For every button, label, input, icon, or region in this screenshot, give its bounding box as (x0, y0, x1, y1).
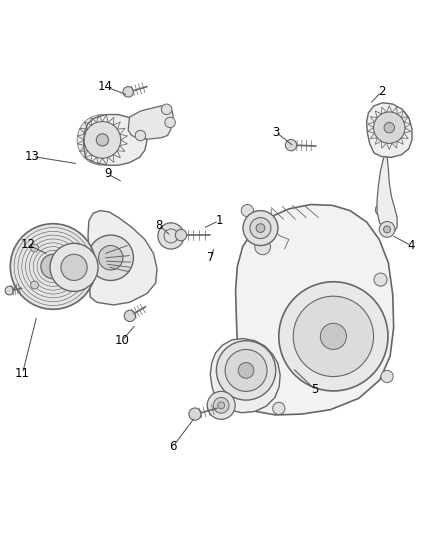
Circle shape (96, 134, 109, 146)
Circle shape (273, 402, 285, 415)
Circle shape (241, 205, 254, 217)
Text: 8: 8 (155, 219, 162, 231)
Circle shape (99, 246, 123, 270)
Circle shape (123, 87, 134, 97)
Circle shape (84, 122, 121, 158)
Text: 6: 6 (170, 440, 177, 453)
Circle shape (379, 222, 395, 237)
Text: 10: 10 (115, 334, 130, 347)
Circle shape (225, 350, 267, 391)
Text: 7: 7 (207, 251, 214, 264)
Text: 2: 2 (378, 85, 385, 99)
Circle shape (50, 244, 98, 292)
Polygon shape (84, 115, 147, 165)
Circle shape (175, 229, 187, 241)
Circle shape (374, 112, 405, 143)
Text: 12: 12 (20, 238, 35, 251)
Circle shape (135, 130, 146, 141)
Polygon shape (367, 103, 412, 157)
Circle shape (189, 408, 201, 420)
Polygon shape (128, 106, 173, 139)
Polygon shape (236, 205, 394, 415)
Text: 5: 5 (311, 383, 319, 396)
Circle shape (384, 226, 391, 233)
Text: 13: 13 (25, 150, 40, 163)
Circle shape (286, 140, 297, 151)
Circle shape (124, 310, 136, 321)
Circle shape (207, 391, 235, 419)
Circle shape (238, 362, 254, 378)
Circle shape (41, 254, 65, 279)
Circle shape (374, 273, 387, 286)
Circle shape (381, 370, 393, 383)
Circle shape (320, 323, 346, 350)
Text: 3: 3 (272, 126, 279, 139)
Circle shape (77, 115, 128, 165)
Circle shape (31, 281, 39, 289)
Circle shape (61, 254, 87, 280)
Circle shape (88, 235, 134, 280)
Circle shape (213, 398, 229, 413)
Text: 1: 1 (215, 214, 223, 227)
Circle shape (161, 104, 172, 115)
Circle shape (31, 244, 39, 252)
Circle shape (158, 223, 184, 249)
Circle shape (256, 224, 265, 232)
Text: 14: 14 (98, 80, 113, 93)
Circle shape (216, 341, 276, 400)
Text: 11: 11 (15, 367, 30, 380)
Circle shape (256, 382, 268, 394)
Circle shape (375, 204, 388, 216)
Circle shape (255, 239, 271, 255)
Polygon shape (377, 157, 397, 234)
Circle shape (11, 224, 96, 309)
Circle shape (68, 281, 75, 289)
Polygon shape (88, 211, 157, 305)
Circle shape (250, 217, 271, 239)
Polygon shape (210, 338, 280, 413)
Circle shape (384, 123, 395, 133)
Circle shape (68, 244, 75, 252)
Circle shape (279, 282, 388, 391)
Circle shape (293, 296, 374, 376)
Text: 4: 4 (407, 239, 415, 252)
Text: 9: 9 (104, 167, 111, 181)
Circle shape (5, 286, 14, 295)
Circle shape (367, 106, 411, 149)
Circle shape (243, 211, 278, 246)
Circle shape (218, 402, 225, 409)
Circle shape (165, 117, 175, 128)
